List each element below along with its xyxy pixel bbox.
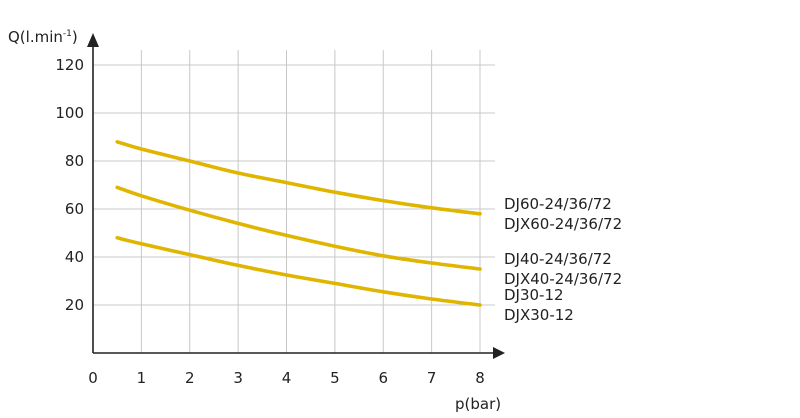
series-label-1-1: DJ60-24/36/72 <box>504 195 612 213</box>
x-axis-label: p(bar) <box>455 395 501 413</box>
y-tick-label: 100 <box>55 104 84 122</box>
series-labels: DJ60-24/36/72 DJX60-24/36/72 DJ40-24/36/72… <box>504 195 622 324</box>
series-label-3-1: DJ30-12 <box>504 286 564 304</box>
series-label-2-2: DJX40-24/36/72 <box>504 270 622 288</box>
x-tick-label: 4 <box>282 369 292 387</box>
y-tick-label: 60 <box>65 200 84 218</box>
x-tick-label: 1 <box>137 369 147 387</box>
y-tick-labels: 20 40 60 80 100 120 <box>55 56 84 314</box>
x-tick-labels: 0 1 2 3 4 5 6 7 8 <box>88 369 485 387</box>
y-tick-label: 120 <box>55 56 84 74</box>
chart-grid <box>93 50 495 353</box>
x-tick-label: 2 <box>185 369 195 387</box>
series-label-1-2: DJX60-24/36/72 <box>504 215 622 233</box>
y-tick-label: 80 <box>65 152 84 170</box>
y-tick-label: 40 <box>65 248 84 266</box>
series-label-2-1: DJ40-24/36/72 <box>504 250 612 268</box>
series-line-2 <box>115 185 482 271</box>
series-line-3 <box>115 236 482 307</box>
y-tick-label: 20 <box>65 296 84 314</box>
x-tick-label: 8 <box>475 369 485 387</box>
chart-axes <box>87 33 505 359</box>
y-axis-arrow-icon <box>87 33 99 47</box>
x-tick-label: 6 <box>378 369 388 387</box>
x-axis-arrow-icon <box>493 347 505 359</box>
x-tick-label: 0 <box>88 369 98 387</box>
x-tick-label: 7 <box>427 369 437 387</box>
series-lines <box>115 140 482 307</box>
x-tick-label: 3 <box>233 369 243 387</box>
y-axis-label: Q(l.min-1) <box>8 28 78 46</box>
series-line-1 <box>115 140 482 216</box>
x-tick-label: 5 <box>330 369 340 387</box>
series-label-3-2: DJX30-12 <box>504 306 574 324</box>
